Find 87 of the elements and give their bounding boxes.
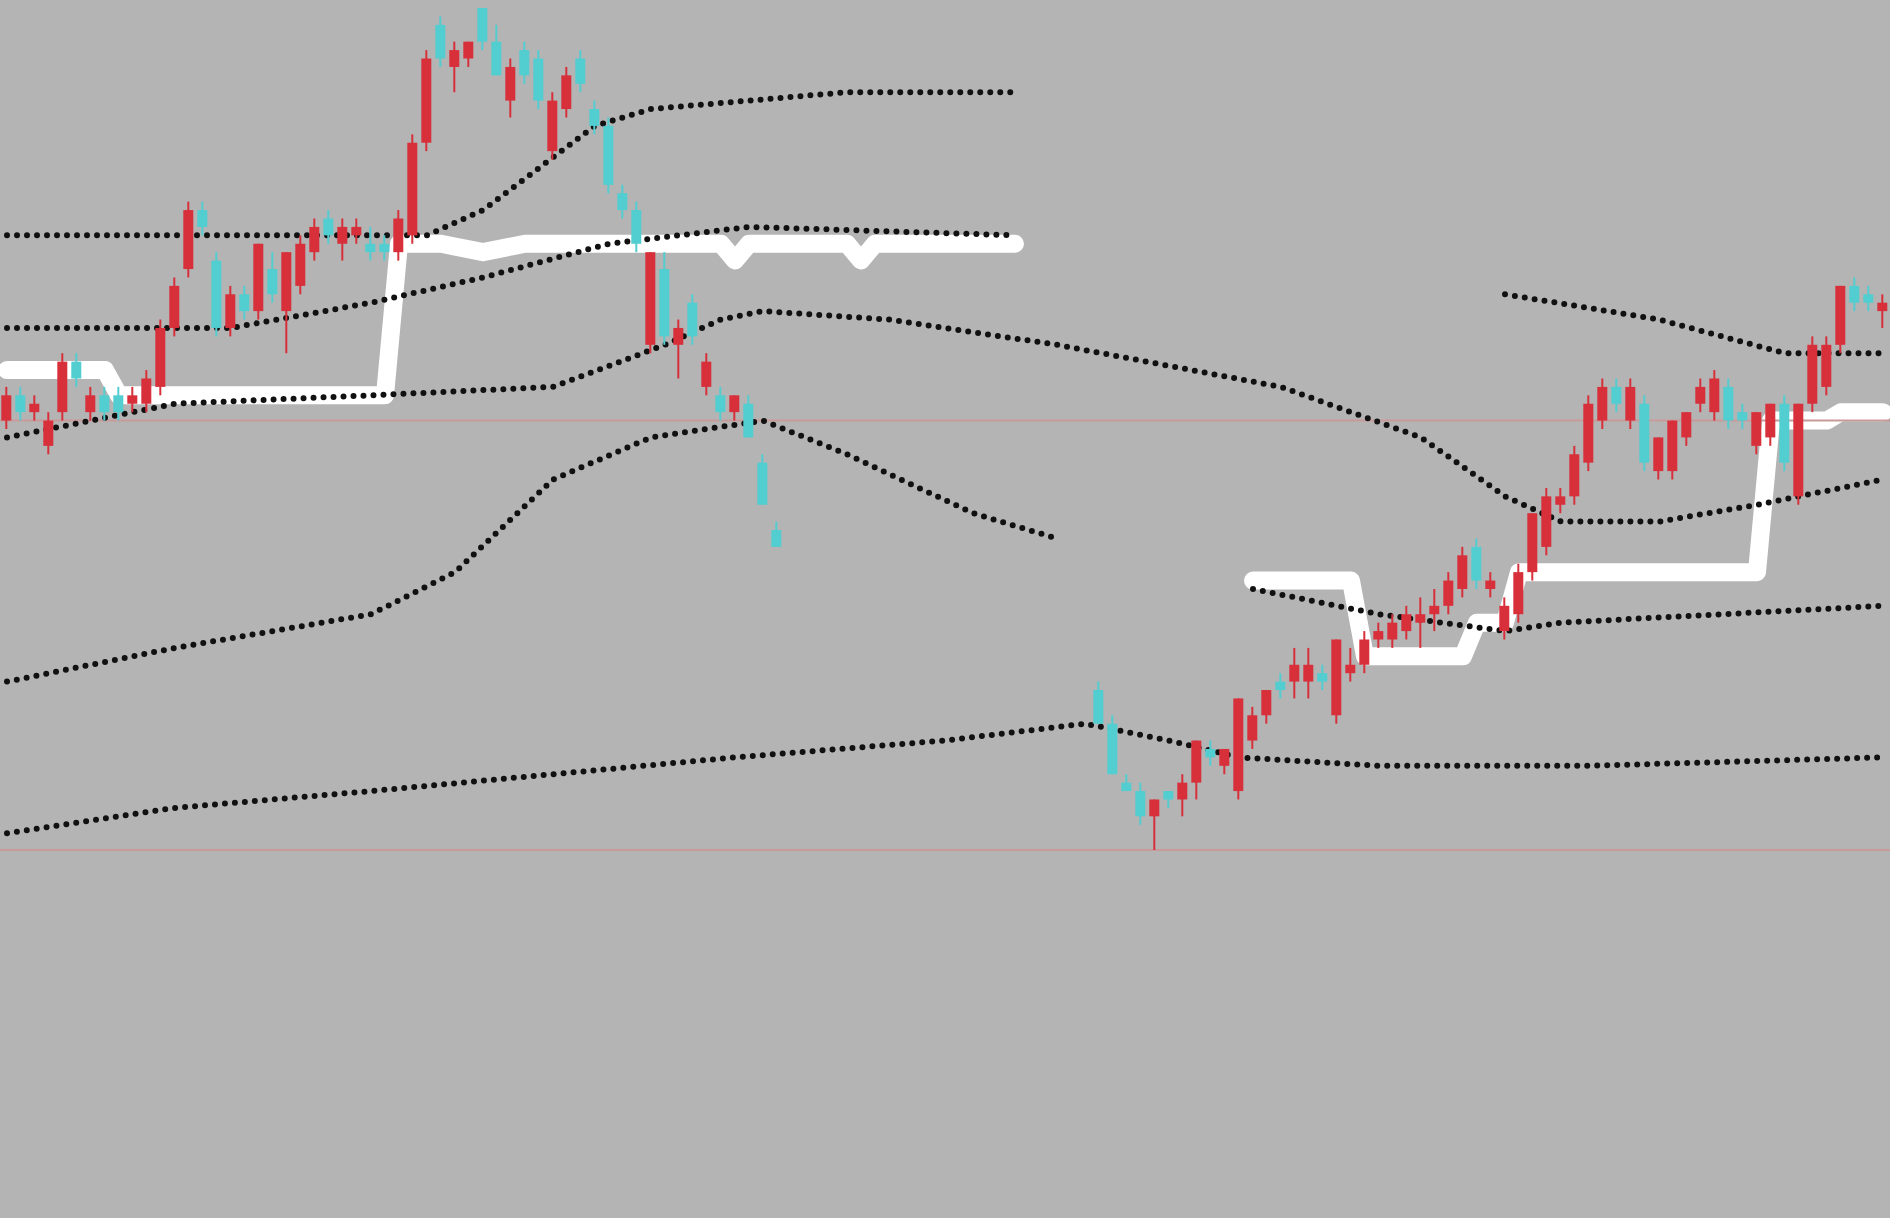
candlestick [127,385,138,414]
candlestick [1317,663,1328,692]
candlestick [1345,646,1356,683]
candlestick [1219,747,1230,776]
candlestick [365,225,376,262]
candlestick [1275,672,1286,700]
candlestick [1135,781,1146,826]
candlestick [1849,276,1860,313]
candlestick [1723,377,1734,430]
candlestick [1289,646,1300,700]
candlestick [141,369,152,414]
candlestick [687,293,698,346]
candlestick [561,65,572,119]
candlestick [1737,402,1748,430]
candlestick [169,276,180,338]
candlestick [1359,630,1370,675]
candlestick [1513,562,1524,624]
candlestick [1765,402,1776,447]
candlestick [1681,411,1692,447]
candlestick [1177,773,1188,818]
candlestick [1149,798,1160,850]
candlestick [239,284,250,321]
candlestick [575,49,586,94]
candlestick [1429,587,1440,633]
candlestick [519,40,530,85]
candlestick [1709,369,1720,422]
candlestick [393,209,404,262]
candlestick [267,251,278,304]
candlestick [1555,486,1566,515]
candlestick [715,385,726,422]
candlestick [1191,739,1202,801]
candlestick [29,394,40,422]
candlestick [1569,444,1580,506]
candlestick [757,453,768,506]
candlestick [1695,377,1706,414]
candlestick [1499,596,1510,641]
candlestick [743,394,754,439]
candlestick [477,8,488,52]
candlestick [505,57,516,119]
candlestick [1471,537,1482,590]
candlestick [673,318,684,380]
candlestick [1303,646,1314,700]
candlestick [1387,613,1398,649]
candlestick [1611,377,1622,414]
candlestick [1401,604,1412,641]
candlestick [351,217,362,245]
candlestick [1597,377,1608,430]
candlestick [1247,705,1258,750]
candlestick [337,217,348,262]
candlestick [449,40,460,94]
candlestick [1863,284,1874,313]
candlestick [701,352,712,397]
candlestick [1751,411,1762,456]
candlestick [113,385,124,422]
candlestick [1653,436,1664,481]
candlestick [1625,377,1636,430]
candlestick [589,99,600,136]
candlestick [1877,293,1888,329]
candlestick [1261,689,1272,725]
candlestick [43,411,54,456]
candlestick [491,23,502,77]
candlestick [1,385,12,430]
candlestick [99,385,110,422]
candlestick [1093,680,1104,725]
candlestick [617,183,628,220]
candlestick [1205,739,1216,767]
candlestick [1457,545,1468,599]
candlestick [1373,621,1384,649]
candlestick [15,385,26,422]
candlestick [463,40,474,68]
candlestick [771,520,782,548]
candlestick [225,284,236,338]
candlestick [1415,596,1426,649]
candlestick [1485,571,1496,599]
candlestick [71,352,82,388]
candlestick [309,217,320,262]
candlestick [323,209,334,245]
candlestick [85,385,96,422]
candlestick [729,394,740,422]
candlestick [197,200,208,237]
candlestick [533,49,544,111]
candlestick [295,234,306,296]
candlestick [1821,335,1832,397]
candlestick [631,200,642,254]
candlestick [435,15,446,68]
candlestick [379,234,390,262]
candlestick [1443,571,1454,616]
